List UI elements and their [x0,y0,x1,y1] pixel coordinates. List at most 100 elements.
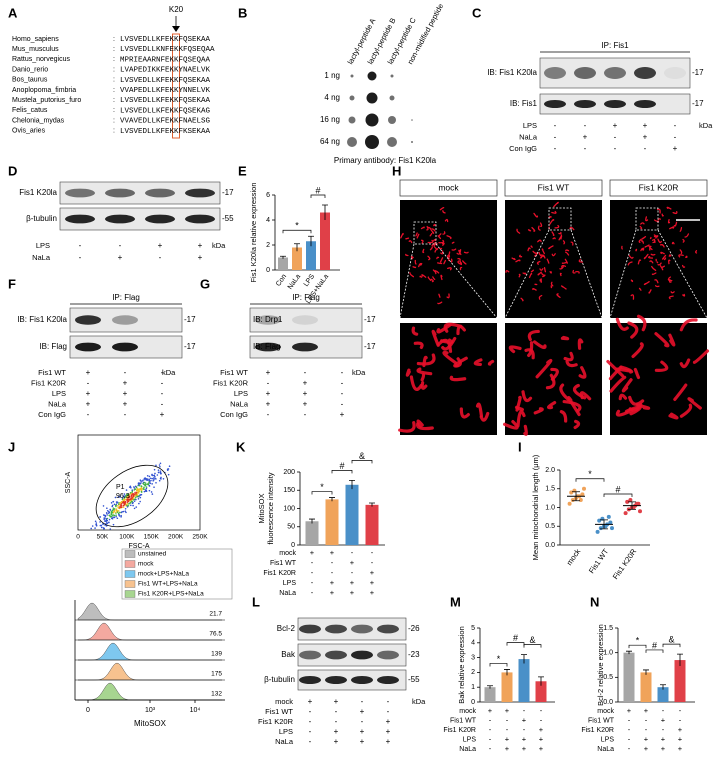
mitochondrion [556,293,561,299]
mitochondrion [569,226,575,231]
condition-name: LPS [36,241,50,250]
bar [484,687,496,702]
event-dot [124,498,126,501]
significance-bracket [628,644,647,649]
mitochondrion [662,254,667,260]
mitochondrion [575,270,580,274]
mitochondrion-zoom [533,407,544,415]
event-dot [117,510,120,512]
ip-label: IP: Flag [292,293,320,302]
event-dot [159,472,162,475]
event-dot [132,504,134,507]
event-dot [151,477,154,480]
condition-sign: + [198,241,203,250]
event-dot [118,502,121,505]
mitochondrion [668,259,671,265]
band [145,214,175,224]
bar [535,681,547,702]
condition-name: Con IgG [220,410,248,419]
event-dot [137,498,140,500]
condition-sign: + [303,389,308,398]
condition-sign: - [628,744,631,753]
y-tick-label: 2.0 [545,467,555,474]
event-dot [136,494,139,496]
mitochondrion [667,278,673,282]
event-dot [111,504,114,507]
band [325,650,347,660]
y-tick-label: 0 [266,267,270,274]
event-dot [128,486,131,488]
mitochondrion-zoom [550,367,559,381]
mitochondrion-zoom [565,359,578,368]
mitochondrion [532,250,538,255]
condition-sign: - [161,389,164,398]
zoom-box [548,207,572,231]
species-name: Danio_rerio [12,66,48,73]
mitochondrion [641,247,645,251]
mitochondrion [516,228,521,234]
data-point [628,498,633,502]
mitochondrion-zoom [628,395,645,406]
event-dot [148,481,150,483]
mitochondrion [418,262,423,268]
condition-sign: - [87,410,90,419]
event-dot [117,506,120,509]
mitochondrion [520,297,524,302]
event-dot [157,471,160,474]
kda-label: -17 [364,315,376,324]
band [377,650,399,660]
row-label: 16 ng [320,115,340,124]
species-name: Mustela_putorius_furo [12,97,81,104]
condition-sign: + [661,744,666,753]
band [65,188,95,198]
y-axis-label: fluorescence intensity [266,472,275,544]
mitochondrion-zoom [578,366,587,379]
significance-bracket [575,478,605,482]
condition-name: NaLa [32,253,51,262]
event-dot [131,489,134,491]
dot [366,92,378,104]
mitochondrion [657,238,663,244]
mitochondrion [627,261,633,266]
condition-sign: - [351,548,354,557]
bar [365,504,379,545]
event-dot [153,478,155,481]
condition-sign: + [266,389,271,398]
x-tick-label: 10³ [145,707,156,714]
ip-label: IP: Flag [112,293,140,302]
event-dot [159,462,162,465]
mitochondrion [446,293,450,299]
condition-sign: - [523,706,526,715]
mitochondrion-zoom [416,419,424,428]
mitochondrion [431,228,436,232]
mitochondrion-zoom [668,412,679,420]
band [664,67,686,79]
significance-label: & [668,635,674,645]
mitochondrion [679,227,683,232]
x-tick-label: 0 [86,707,90,714]
x-axis-label: FSC-A [129,543,150,550]
condition-sign: - [331,558,334,567]
bar [657,687,669,702]
blot-label: IB: Flag [39,342,67,351]
condition-sign: - [311,568,314,577]
event-dot [109,515,112,517]
site-marker: K20 [169,5,184,14]
condition-sign: + [644,734,649,743]
error-bar [309,518,315,524]
panel-label: G [200,276,210,291]
event-dot [149,482,151,485]
condition-name: Fis1 K20R [31,378,67,387]
data-point [634,501,639,506]
condition-name: LPS [523,121,537,130]
mitochondrion [538,252,542,257]
condition-name: LPS [52,389,66,398]
event-dot [137,483,140,485]
condition-name: LPS [463,736,477,743]
event-dot [148,489,151,492]
species-name: Chelonia_mydas [12,117,65,124]
mitochondrion [681,264,686,268]
event-dot [143,477,146,480]
mitochondrion [536,260,541,265]
event-dot [113,508,116,510]
